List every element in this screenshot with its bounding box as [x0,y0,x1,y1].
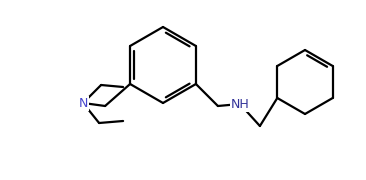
Text: N: N [78,96,88,109]
Text: NH: NH [231,98,249,111]
